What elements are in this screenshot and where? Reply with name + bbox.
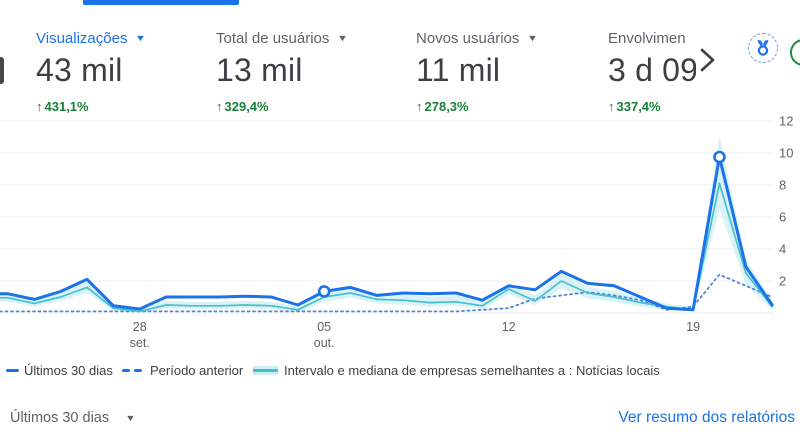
legend-swatch-periodo-anterior xyxy=(134,369,142,372)
caret-down-icon: ▼ xyxy=(337,33,349,43)
date-range-label: Últimos 30 dias xyxy=(10,410,110,426)
metric-label: Novos usuários xyxy=(416,30,520,47)
chart-plot-area[interactable] xyxy=(0,112,776,314)
metric-card-total-usuarios: Total de usuários ▼ 13 mil ↑ 329,4% xyxy=(216,30,349,114)
metric-delta: ↑ 278,3% xyxy=(416,99,469,114)
x-axis-label: 28 xyxy=(133,320,147,334)
next-metrics-button[interactable] xyxy=(695,46,719,74)
arrow-up-icon: ↑ xyxy=(216,99,223,114)
chevron-right-icon xyxy=(700,48,715,72)
y-axis-label: 10 xyxy=(779,146,793,161)
medal-icon xyxy=(757,39,769,56)
cropped-edge-artifact xyxy=(0,57,4,84)
metric-delta: ↑ 431,1% xyxy=(36,99,89,114)
y-axis-label: 6 xyxy=(779,210,786,225)
metric-selector-total-usuarios[interactable]: Total de usuários ▼ xyxy=(216,30,349,47)
legend-label-intervalo-mediana: Intervalo e mediana de empresas semelhan… xyxy=(284,363,660,378)
x-axis-label: 05 xyxy=(317,320,331,334)
x-axis-label: 19 xyxy=(686,320,700,334)
metric-label: Total de usuários xyxy=(216,30,330,47)
x-axis-label: set. xyxy=(130,336,150,350)
x-axis-label: out. xyxy=(314,336,335,350)
insight-medal-badge-button[interactable] xyxy=(748,33,778,63)
insight-green-badge-button[interactable] xyxy=(790,39,800,66)
x-axis-label: 12 xyxy=(502,320,516,334)
metric-delta: ↑ 329,4% xyxy=(216,99,269,114)
metric-selector-envolvimento[interactable]: Envolvimen xyxy=(608,30,696,47)
arrow-up-icon: ↑ xyxy=(608,99,615,114)
y-axis-label: 4 xyxy=(779,242,786,257)
metric-selector-visualizacoes[interactable]: Visualizações ▼ xyxy=(36,30,147,47)
metric-card-envolvimento: Envolvimen 3 d 09 ↑ 337,4% xyxy=(608,30,696,114)
legend-label-periodo-anterior: Período anterior xyxy=(150,363,244,378)
metric-selector-novos-usuarios[interactable]: Novos usuários ▼ xyxy=(416,30,539,47)
y-axis-label: 8 xyxy=(779,178,786,193)
caret-down-icon: ▼ xyxy=(135,33,147,43)
metric-value: 43 mil xyxy=(36,52,123,88)
metric-value: 3 d 09 xyxy=(608,52,696,88)
arrow-up-icon: ↑ xyxy=(416,99,423,114)
arrow-up-icon: ↑ xyxy=(36,99,43,114)
active-tab-indicator xyxy=(83,0,239,5)
metric-value: 13 mil xyxy=(216,52,303,88)
y-axis-label: 12 xyxy=(779,114,793,129)
caret-down-icon: ▼ xyxy=(527,33,539,43)
metric-card-visualizacoes: Visualizações ▼ 43 mil ↑ 431,1% xyxy=(36,30,147,114)
legend-label-ultimos-30-dias: Últimos 30 dias xyxy=(24,363,113,378)
legend-swatch-median-line xyxy=(253,369,278,372)
legend-swatch-periodo-anterior xyxy=(122,369,130,372)
metric-card-novos-usuarios: Novos usuários ▼ 11 mil ↑ 278,3% xyxy=(416,30,539,114)
caret-down-icon: ▼ xyxy=(125,412,137,423)
metric-delta: ↑ 337,4% xyxy=(608,99,661,114)
legend-swatch-ultimos-30-dias xyxy=(6,369,19,372)
metric-label: Visualizações xyxy=(36,30,128,47)
ver-resumo-link[interactable]: Ver resumo dos relatórios xyxy=(618,409,795,426)
metric-value: 11 mil xyxy=(416,52,501,88)
metric-label: Envolvimen xyxy=(608,30,686,47)
y-axis-label: 2 xyxy=(779,274,786,289)
legend-swatch-intervalo-mediana xyxy=(253,366,278,375)
date-range-dropdown[interactable]: Últimos 30 dias ▼ xyxy=(10,410,137,426)
